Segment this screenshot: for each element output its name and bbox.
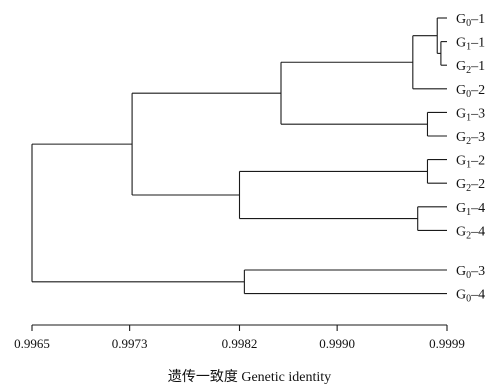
leaf-label-G2-3: G2–3 <box>456 130 485 147</box>
x-tick-label-4: 0.9999 <box>429 336 465 351</box>
cluster-link-m10 <box>243 269 447 295</box>
leaf-label-G2-1: G2–1 <box>456 59 485 76</box>
leaf-label-G1-2: G1–2 <box>456 154 485 171</box>
x-tick-label-1: 0.9973 <box>112 336 148 351</box>
cluster-link-m1 <box>440 41 447 66</box>
leaf-label-G1-1: G1–1 <box>456 36 485 53</box>
x-tick-label-0: 0.9965 <box>14 336 50 351</box>
cluster-link-m4 <box>426 111 447 137</box>
cluster-link-m8 <box>238 170 428 220</box>
cluster-link-m11 <box>31 143 245 283</box>
leaf-label-G2-2: G2–2 <box>456 177 485 194</box>
leaf-label-G2-4: G2–4 <box>456 224 485 241</box>
leaf-label-G0-3: G0–3 <box>456 264 485 281</box>
leaf-label-G0-1: G0–1 <box>456 12 485 29</box>
cluster-link-m9 <box>131 92 281 196</box>
cluster-link-m7 <box>417 206 447 231</box>
leaf-label-G1-4: G1–4 <box>456 201 485 218</box>
leaf-labels: G0–1 G1–1 G2–1 G0–2 G1–3 G2–3 G1–2 G2–2 G1–4 G2–4… <box>456 12 485 305</box>
x-tick-label-2: 0.9982 <box>222 336 258 351</box>
tree-branches <box>31 17 447 295</box>
cluster-link-m5 <box>280 61 428 125</box>
x-tick-label-3: 0.9990 <box>319 336 355 351</box>
x-axis: 0.9965 0.9973 0.9982 0.9990 0.9999 <box>14 324 465 351</box>
leaf-label-G1-3: G1–3 <box>456 106 485 123</box>
cluster-link-m2 <box>436 17 447 54</box>
cluster-link-m6 <box>426 159 447 184</box>
leaf-label-G0-4: G0–4 <box>456 288 485 305</box>
x-axis-title: 遗传一致度 Genetic identity <box>168 369 331 385</box>
cluster-link-m3 <box>412 35 447 90</box>
leaf-label-G0-2: G0–2 <box>456 83 485 100</box>
